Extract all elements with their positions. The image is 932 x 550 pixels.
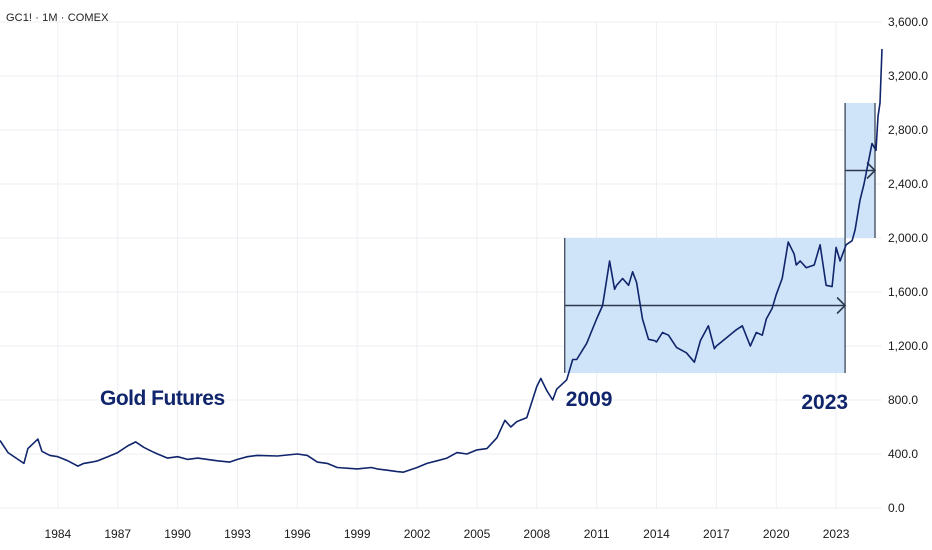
- label-2009: 2009: [566, 388, 613, 411]
- x-tick-label: 2017: [703, 527, 730, 541]
- x-tick-label: 2011: [584, 527, 610, 541]
- y-tick-label: 2,800.0: [888, 123, 928, 137]
- x-tick-label: 1987: [104, 527, 131, 541]
- grid: [0, 21, 882, 509]
- y-tick-label: 800.0: [888, 393, 918, 407]
- series-line: [0, 48, 883, 473]
- arrow-head-2023: [866, 161, 877, 180]
- x-tick-label: 2008: [523, 527, 550, 541]
- y-tick-label: 1,200.0: [888, 339, 928, 353]
- x-tick-label: 2023: [823, 527, 850, 541]
- range-arrows: [564, 161, 877, 315]
- annotations: Gold Futures 2009 2023: [100, 387, 848, 414]
- x-tick-label: 2002: [404, 527, 431, 541]
- y-tick-label: 3,200.0: [888, 69, 928, 83]
- y-tick-label: 400.0: [888, 447, 918, 461]
- symbol-line: GC1! · 1M · COMEX: [6, 12, 109, 24]
- highlight-boxes: [564, 103, 876, 373]
- y-axis-ticks: 0.0 400.0 800.0 1,200.0 1,600.0 2,000.0 2,400.…: [888, 15, 928, 515]
- x-tick-label: 1984: [45, 527, 72, 541]
- x-axis-ticks: 1984 1987 1990 1993 1996 1999 2002 2005 2008 2011…: [45, 527, 850, 541]
- x-tick-label: 1990: [164, 527, 191, 541]
- x-tick-label: 2005: [464, 527, 491, 541]
- chart-title: Gold Futures: [100, 387, 225, 410]
- x-tick-label: 1999: [344, 527, 371, 541]
- y-tick-label: 0.0: [888, 501, 905, 515]
- x-tick-label: 1996: [284, 527, 311, 541]
- y-tick-label: 3,600.0: [888, 15, 928, 29]
- y-tick-label: 1,600.0: [888, 285, 928, 299]
- label-2023: 2023: [801, 391, 848, 414]
- y-tick-label: 2,000.0: [888, 231, 928, 245]
- y-tick-label: 2,400.0: [888, 177, 928, 191]
- arrow-head-2009: [836, 296, 847, 315]
- x-tick-label: 2020: [763, 527, 790, 541]
- x-tick-label: 1993: [224, 527, 251, 541]
- x-tick-label: 2014: [643, 527, 670, 541]
